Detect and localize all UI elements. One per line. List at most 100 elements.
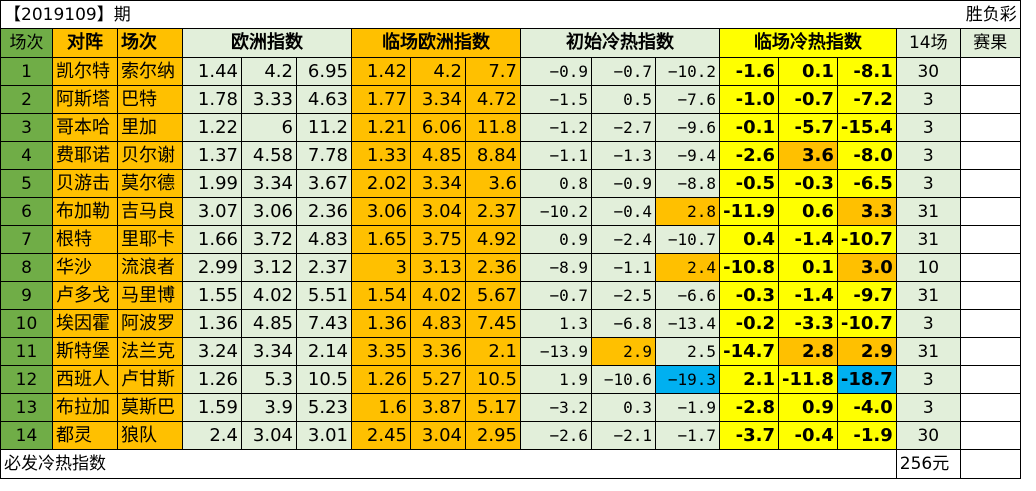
euro-odds-cell[interactable]: 4.58 bbox=[241, 141, 297, 170]
euro-odds-cell[interactable]: 3.01 bbox=[296, 421, 352, 450]
live-heat-cell[interactable]: -0.2 bbox=[719, 309, 779, 338]
result-cell[interactable] bbox=[959, 281, 1021, 310]
header-count[interactable]: 14场 bbox=[895, 28, 961, 58]
live-heat-cell[interactable]: -8.0 bbox=[836, 141, 897, 170]
away-team-cell[interactable]: 法兰克 bbox=[117, 337, 183, 366]
match-index-cell[interactable]: 3 bbox=[0, 113, 53, 142]
euro-odds-cell[interactable]: 1.55 bbox=[182, 281, 242, 310]
home-team-cell[interactable]: 斯特堡 bbox=[52, 337, 118, 366]
live-heat-cell[interactable]: -8.1 bbox=[836, 57, 897, 86]
live-euro-odds-cell[interactable]: 7.7 bbox=[465, 57, 521, 86]
live-heat-cell[interactable]: -0.5 bbox=[719, 169, 779, 198]
euro-odds-cell[interactable]: 2.99 bbox=[182, 253, 242, 282]
count-cell[interactable]: 3 bbox=[895, 309, 961, 338]
live-euro-odds-cell[interactable]: 6.06 bbox=[410, 113, 466, 142]
live-heat-cell[interactable]: 3.0 bbox=[836, 253, 897, 282]
count-cell[interactable]: 31 bbox=[895, 225, 961, 254]
init-heat-cell[interactable]: −19.3 bbox=[655, 365, 720, 394]
match-index-cell[interactable]: 5 bbox=[0, 169, 53, 198]
count-cell[interactable]: 30 bbox=[895, 421, 961, 450]
live-heat-cell[interactable]: -2.6 bbox=[719, 141, 779, 170]
init-heat-cell[interactable]: −3.2 bbox=[520, 393, 592, 422]
init-heat-cell[interactable]: −1.1 bbox=[591, 253, 656, 282]
header-live-euro[interactable]: 临场欧洲指数 bbox=[351, 28, 521, 58]
live-euro-odds-cell[interactable]: 3 bbox=[351, 253, 411, 282]
live-heat-cell[interactable]: -2.8 bbox=[719, 393, 779, 422]
init-heat-cell[interactable]: 2.9 bbox=[591, 337, 656, 366]
result-cell[interactable] bbox=[959, 393, 1021, 422]
live-heat-cell[interactable]: 0.4 bbox=[719, 225, 779, 254]
live-heat-cell[interactable]: -0.3 bbox=[778, 169, 838, 198]
euro-odds-cell[interactable]: 5.3 bbox=[241, 365, 297, 394]
init-heat-cell[interactable]: −1.5 bbox=[520, 85, 592, 114]
euro-odds-cell[interactable]: 1.26 bbox=[182, 365, 242, 394]
live-heat-cell[interactable]: -14.7 bbox=[719, 337, 779, 366]
live-euro-odds-cell[interactable]: 2.95 bbox=[465, 421, 521, 450]
live-heat-cell[interactable]: -15.4 bbox=[836, 113, 897, 142]
live-heat-cell[interactable]: 2.1 bbox=[719, 365, 779, 394]
init-heat-cell[interactable]: −6.6 bbox=[655, 281, 720, 310]
init-heat-cell[interactable]: −1.2 bbox=[520, 113, 592, 142]
init-heat-cell[interactable]: −9.4 bbox=[655, 141, 720, 170]
result-cell[interactable] bbox=[959, 421, 1021, 450]
euro-odds-cell[interactable]: 6 bbox=[241, 113, 297, 142]
live-heat-cell[interactable]: 3.3 bbox=[836, 197, 897, 226]
live-euro-odds-cell[interactable]: 1.33 bbox=[351, 141, 411, 170]
away-team-cell[interactable]: 卢甘斯 bbox=[117, 365, 183, 394]
init-heat-cell[interactable]: −0.9 bbox=[591, 169, 656, 198]
euro-odds-cell[interactable]: 1.22 bbox=[182, 113, 242, 142]
init-heat-cell[interactable]: −9.6 bbox=[655, 113, 720, 142]
euro-odds-cell[interactable]: 2.36 bbox=[296, 197, 352, 226]
live-euro-odds-cell[interactable]: 5.27 bbox=[410, 365, 466, 394]
result-cell[interactable] bbox=[959, 365, 1021, 394]
match-index-cell[interactable]: 11 bbox=[0, 337, 53, 366]
home-team-cell[interactable]: 贝游击 bbox=[52, 169, 118, 198]
result-cell[interactable] bbox=[959, 57, 1021, 86]
header-idx[interactable]: 场次 bbox=[0, 28, 53, 58]
home-team-cell[interactable]: 卢多戈 bbox=[52, 281, 118, 310]
init-heat-cell[interactable]: 2.4 bbox=[655, 253, 720, 282]
live-euro-odds-cell[interactable]: 3.6 bbox=[465, 169, 521, 198]
init-heat-cell[interactable]: −1.3 bbox=[591, 141, 656, 170]
euro-odds-cell[interactable]: 3.34 bbox=[241, 337, 297, 366]
live-heat-cell[interactable]: -1.9 bbox=[836, 421, 897, 450]
home-team-cell[interactable]: 根特 bbox=[52, 225, 118, 254]
live-euro-odds-cell[interactable]: 2.1 bbox=[465, 337, 521, 366]
away-team-cell[interactable]: 马里博 bbox=[117, 281, 183, 310]
init-heat-cell[interactable]: 0.9 bbox=[520, 225, 592, 254]
home-team-cell[interactable]: 费耶诺 bbox=[52, 141, 118, 170]
header-match-b[interactable]: 场次 bbox=[117, 28, 183, 58]
match-index-cell[interactable]: 6 bbox=[0, 197, 53, 226]
init-heat-cell[interactable]: 1.3 bbox=[520, 309, 592, 338]
euro-odds-cell[interactable]: 2.37 bbox=[296, 253, 352, 282]
euro-odds-cell[interactable]: 1.78 bbox=[182, 85, 242, 114]
init-heat-cell[interactable]: −10.2 bbox=[520, 197, 592, 226]
init-heat-cell[interactable]: −0.7 bbox=[591, 57, 656, 86]
euro-odds-cell[interactable]: 3.12 bbox=[241, 253, 297, 282]
euro-odds-cell[interactable]: 10.5 bbox=[296, 365, 352, 394]
init-heat-cell[interactable]: −8.9 bbox=[520, 253, 592, 282]
live-heat-cell[interactable]: 0.9 bbox=[778, 393, 838, 422]
init-heat-cell[interactable]: 0.8 bbox=[520, 169, 592, 198]
euro-odds-cell[interactable]: 3.34 bbox=[241, 169, 297, 198]
live-euro-odds-cell[interactable]: 3.13 bbox=[410, 253, 466, 282]
live-euro-odds-cell[interactable]: 4.92 bbox=[465, 225, 521, 254]
euro-odds-cell[interactable]: 3.24 bbox=[182, 337, 242, 366]
live-euro-odds-cell[interactable]: 1.6 bbox=[351, 393, 411, 422]
init-heat-cell[interactable]: −2.6 bbox=[520, 421, 592, 450]
init-heat-cell[interactable]: −0.9 bbox=[520, 57, 592, 86]
euro-odds-cell[interactable]: 1.99 bbox=[182, 169, 242, 198]
init-heat-cell[interactable]: 2.8 bbox=[655, 197, 720, 226]
result-cell[interactable] bbox=[959, 141, 1021, 170]
result-cell[interactable] bbox=[959, 85, 1021, 114]
home-team-cell[interactable]: 埃因霍 bbox=[52, 309, 118, 338]
live-euro-odds-cell[interactable]: 11.8 bbox=[465, 113, 521, 142]
init-heat-cell[interactable]: −1.7 bbox=[655, 421, 720, 450]
live-euro-odds-cell[interactable]: 4.83 bbox=[410, 309, 466, 338]
live-euro-odds-cell[interactable]: 3.34 bbox=[410, 169, 466, 198]
live-euro-odds-cell[interactable]: 1.21 bbox=[351, 113, 411, 142]
live-heat-cell[interactable]: -0.3 bbox=[719, 281, 779, 310]
euro-odds-cell[interactable]: 5.23 bbox=[296, 393, 352, 422]
init-heat-cell[interactable]: −6.8 bbox=[591, 309, 656, 338]
live-euro-odds-cell[interactable]: 4.2 bbox=[410, 57, 466, 86]
